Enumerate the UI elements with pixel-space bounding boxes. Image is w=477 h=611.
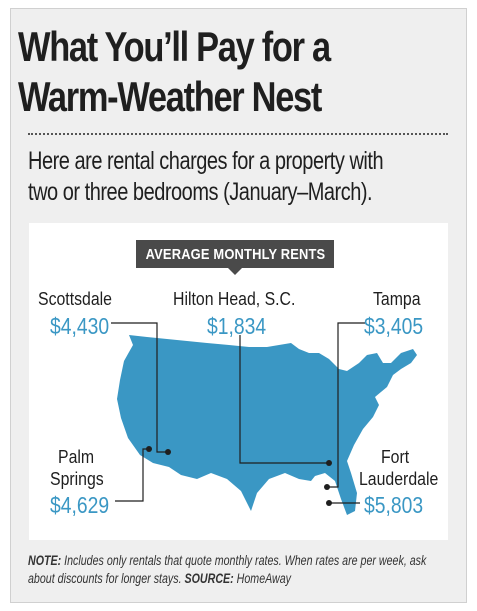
- marker-hilton-head: [326, 460, 332, 466]
- rent-fort-lauderdale: $5,803: [364, 492, 424, 518]
- subtitle-line-1: Here are rental charges for a property w…: [28, 147, 384, 175]
- rent-hilton-head: $1,834: [207, 313, 267, 339]
- map-label-text: AVERAGE MONTHLY RENTS: [145, 245, 325, 263]
- title-line-1: What You’ll Pay for a: [18, 23, 331, 70]
- city-fort-lauderdale-line2: Lauderdale: [359, 469, 439, 489]
- subtitle-line-2: two or three bedrooms (January–March).: [28, 178, 373, 206]
- footnote: NOTE: Includes only rentals that quote m…: [28, 552, 455, 588]
- city-palm-springs-line2: Springs: [50, 469, 104, 489]
- leader-tampa: [327, 322, 365, 488]
- city-tampa: Tampa: [373, 289, 421, 309]
- map-label-badge: AVERAGE MONTHLY RENTS: [136, 240, 334, 268]
- dotted-divider: [28, 133, 448, 135]
- rent-palm-springs: $4,629: [50, 492, 110, 518]
- marker-tampa: [324, 484, 330, 490]
- marker-fort-lauderdale: [326, 500, 332, 506]
- rent-tampa: $3,405: [364, 313, 424, 339]
- rent-scottsdale: $4,430: [50, 313, 110, 339]
- note-label: NOTE:: [28, 553, 62, 568]
- source-label: SOURCE:: [184, 571, 234, 586]
- city-scottsdale: Scottsdale: [38, 289, 112, 309]
- leader-hilton-head: [239, 335, 329, 464]
- leader-scottsdale: [111, 322, 168, 453]
- map-panel: [29, 223, 448, 540]
- city-fort-lauderdale-line1: Fort: [381, 447, 410, 467]
- map-label-pointer: [228, 268, 242, 275]
- city-palm-springs-line1: Palm: [58, 447, 95, 467]
- note-text: Includes only rentals that quote monthly…: [28, 553, 427, 586]
- city-hilton-head: Hilton Head, S.C.: [173, 289, 296, 309]
- us-map-shape: [117, 335, 417, 515]
- marker-palm-springs: [146, 446, 152, 452]
- title-line-2: Warm-Weather Nest: [18, 73, 322, 120]
- page-title: What You’ll Pay for a Warm-Weather Nest: [18, 22, 444, 122]
- us-map-graphic: [111, 322, 417, 515]
- marker-scottsdale: [165, 449, 171, 455]
- source-text: HomeAway: [233, 571, 292, 586]
- subtitle: Here are rental charges for a property w…: [28, 146, 444, 208]
